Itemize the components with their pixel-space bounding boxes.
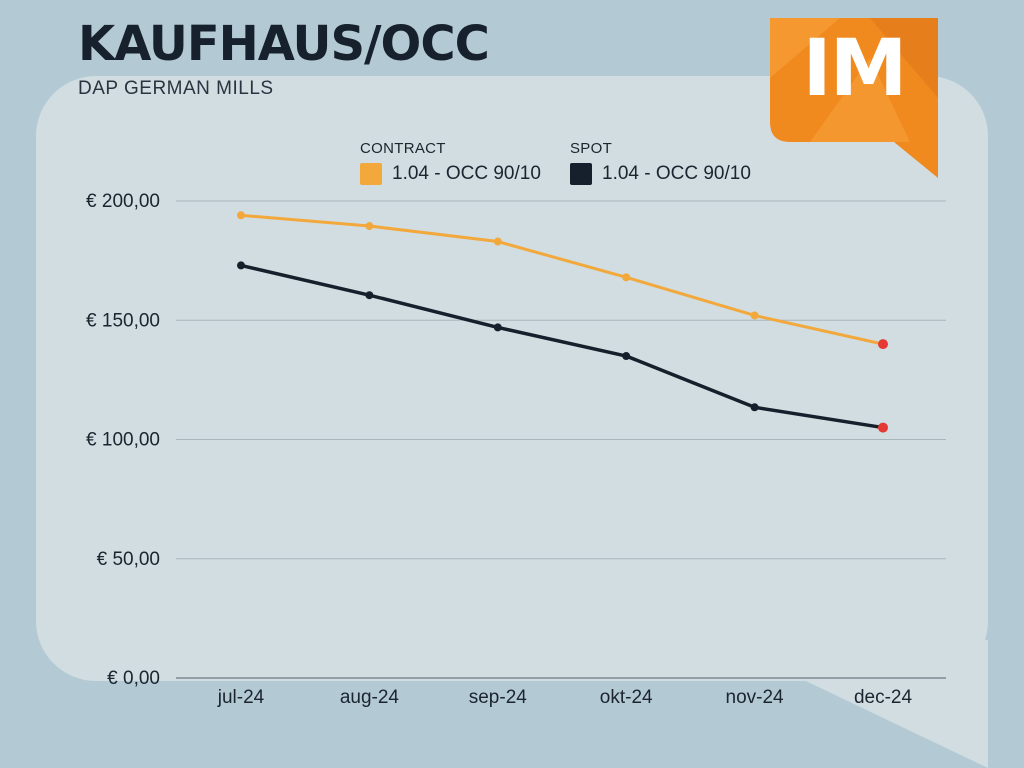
- im-logo: [770, 18, 938, 178]
- series-line-spot: [239, 263, 885, 430]
- chart-panel: [36, 76, 988, 681]
- page-subtitle: DAP GERMAN MILLS: [78, 78, 274, 99]
- data-point-spot: [493, 323, 502, 332]
- y-tick-label: € 100,00: [86, 430, 160, 451]
- legend-spot-swatch: [570, 163, 592, 185]
- x-tick-label: aug-24: [340, 687, 400, 708]
- data-point-contract: [878, 339, 888, 350]
- data-point-spot: [365, 291, 374, 300]
- legend-spot-label: 1.04 - OCC 90/10: [602, 163, 751, 184]
- page-title: KAUFHAUS/OCC: [78, 16, 490, 72]
- data-point-spot: [750, 403, 759, 412]
- data-point-contract: [237, 211, 245, 220]
- y-tick-label: € 150,00: [86, 310, 160, 331]
- data-point-contract: [493, 237, 502, 246]
- legend-spot-heading: SPOT: [570, 140, 613, 157]
- data-point-spot: [237, 261, 245, 270]
- data-point-spot: [878, 422, 888, 433]
- series-line-contract: [239, 213, 885, 346]
- legend-spot: SPOT 1.04 - OCC 90/10: [570, 140, 751, 185]
- legend-contract: CONTRACT 1.04 - OCC 90/10: [360, 140, 541, 185]
- y-tick-label: € 200,00: [86, 191, 160, 212]
- x-tick-label: jul-24: [217, 687, 265, 708]
- logo-text: IM: [802, 24, 908, 114]
- x-tick-label: nov-24: [726, 687, 785, 708]
- x-tick-label: dec-24: [854, 687, 913, 708]
- x-tick-label: okt-24: [600, 687, 653, 708]
- data-point-contract: [622, 273, 631, 282]
- x-tick-label: sep-24: [469, 687, 528, 708]
- y-tick-label: € 0,00: [107, 668, 160, 689]
- data-point-spot: [622, 352, 631, 361]
- y-tick-label: € 50,00: [97, 549, 160, 570]
- legend-contract-heading: CONTRACT: [360, 140, 446, 157]
- data-point-contract: [750, 311, 759, 320]
- legend-contract-swatch: [360, 163, 382, 185]
- legend-contract-label: 1.04 - OCC 90/10: [392, 163, 541, 184]
- data-point-contract: [365, 222, 374, 231]
